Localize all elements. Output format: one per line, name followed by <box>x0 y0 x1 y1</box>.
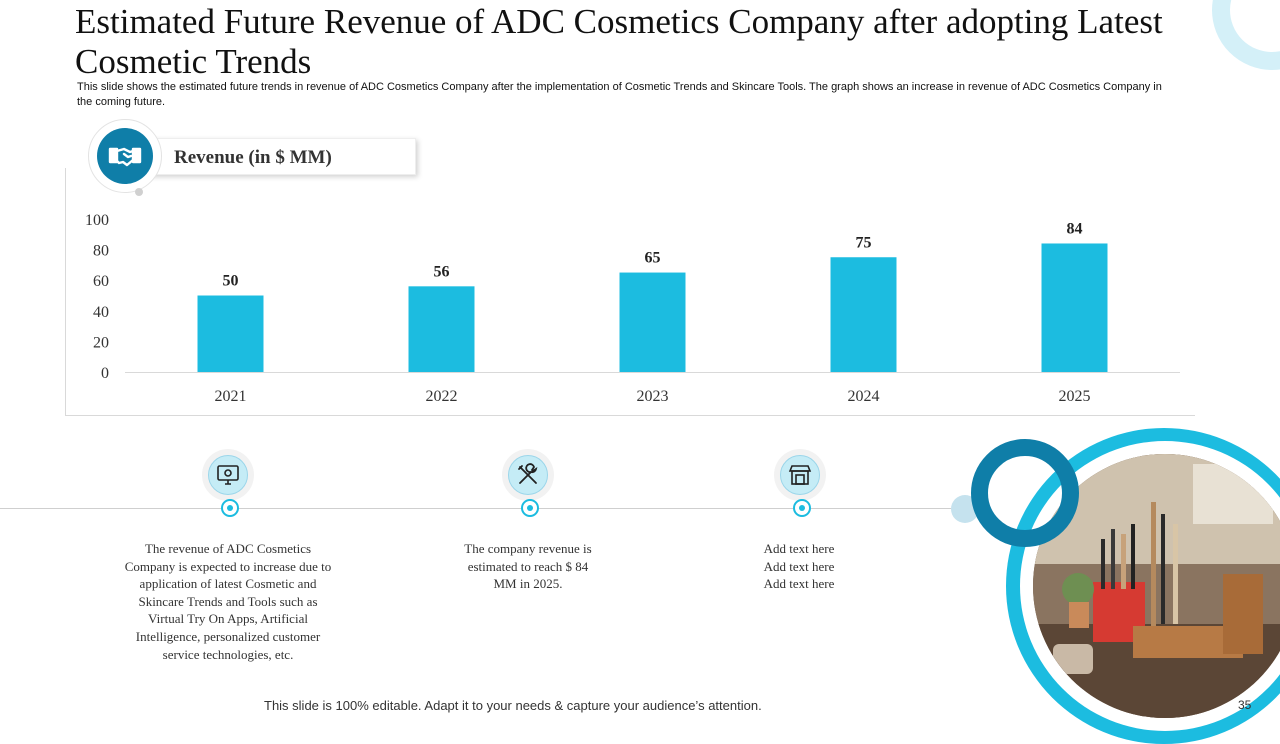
timeline-icon-badge-2 <box>502 449 554 501</box>
timeline-marker-3 <box>793 499 811 517</box>
bar-2022 <box>408 286 475 372</box>
revenue-bar-chart: 0 20 40 60 80 100 50 2021 56 2022 65 2023 75 2024 84 20… <box>85 212 1180 405</box>
bar-2021 <box>197 295 264 372</box>
y-tick-label-0: 0 <box>101 365 109 382</box>
slide-subtitle: This slide shows the estimated future tr… <box>77 81 1162 108</box>
chart-frame <box>65 168 1195 416</box>
y-tick-label-3: 60 <box>93 273 109 290</box>
slide-title: Estimated Future Revenue of ADC Cosmetic… <box>75 2 1163 81</box>
timeline-marker-2 <box>521 499 539 517</box>
timeline-icon-badge-3 <box>774 449 826 501</box>
tools-icon <box>508 455 548 495</box>
data-label-2022: 56 <box>434 263 450 280</box>
chart-header-card: Revenue (in $ MM) <box>130 138 416 175</box>
decorative-ring-dark <box>971 439 1079 547</box>
y-tick-label-5: 100 <box>85 212 109 229</box>
decorative-dot <box>135 188 143 196</box>
timeline-line <box>0 508 965 509</box>
timeline-text-1: The revenue of ADC Cosmetics Company is e… <box>124 541 332 662</box>
timeline-marker-1 <box>221 499 239 517</box>
x-tick-label-2023: 2023 <box>637 388 669 405</box>
bar-2024 <box>830 257 897 372</box>
handshake-icon <box>97 128 153 184</box>
x-tick-label-2022: 2022 <box>426 388 458 405</box>
chart-header-label: Revenue (in $ MM) <box>174 147 332 168</box>
y-tick-label-4: 80 <box>93 243 109 260</box>
bar-2025 <box>1041 243 1108 372</box>
page-number: 35 <box>1238 698 1252 712</box>
y-tick-label-1: 20 <box>93 334 109 351</box>
footer-note: This slide is 100% editable. Adapt it to… <box>264 698 762 713</box>
timeline-text-2: The company revenue is estimated to reach… <box>464 541 592 592</box>
data-label-2024: 75 <box>856 234 872 251</box>
timeline-icon-badge-1 <box>202 449 254 501</box>
shop-icon <box>780 455 820 495</box>
x-tick-label-2024: 2024 <box>848 388 880 405</box>
computer-monitor-icon <box>208 455 248 495</box>
data-label-2025: 84 <box>1067 220 1083 237</box>
timeline-text-3: Add text here Add text here Add text here <box>763 541 835 592</box>
bar-2023 <box>619 272 686 372</box>
chart-header-icon-badge <box>88 119 162 193</box>
data-label-2021: 50 <box>223 273 239 290</box>
x-tick-label-2021: 2021 <box>215 388 247 405</box>
data-label-2023: 65 <box>645 250 661 267</box>
y-tick-label-2: 40 <box>93 304 109 321</box>
x-tick-label-2025: 2025 <box>1059 388 1091 405</box>
